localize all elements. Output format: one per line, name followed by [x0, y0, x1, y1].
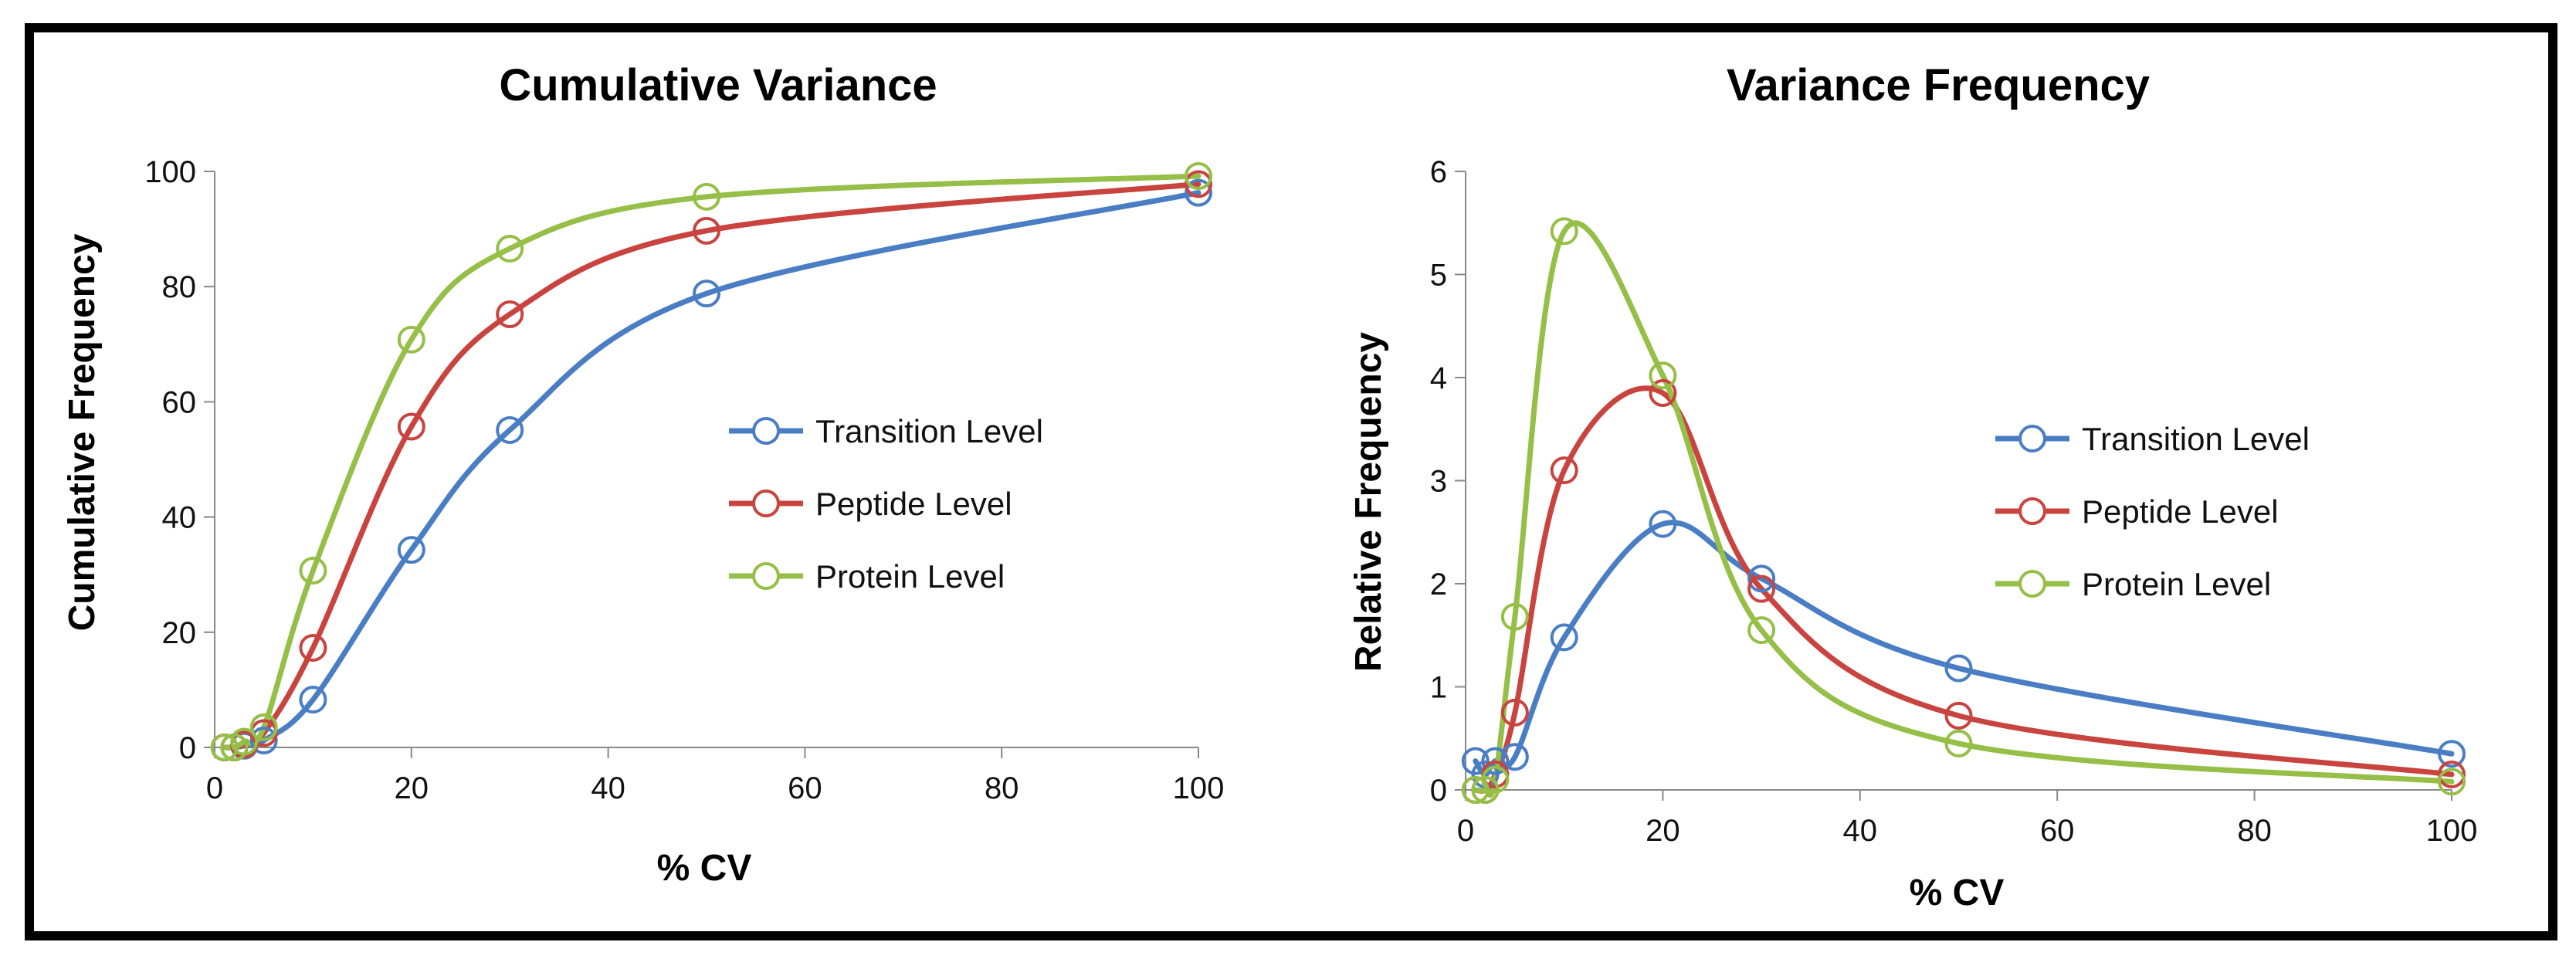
data-point [1481, 765, 1510, 794]
x-tick-label: 0 [206, 771, 223, 805]
legend: Transition Level Peptide Level Protein Lev… [1995, 421, 2310, 602]
series-line-transition-level [222, 190, 1202, 751]
legend-marker [752, 417, 780, 445]
data-point [693, 280, 720, 308]
legend-label: Peptide Level [815, 486, 1012, 522]
x-tick-label: 40 [1843, 814, 1878, 848]
data-point [299, 686, 327, 714]
data-point [1185, 170, 1212, 198]
y-tick-label: 20 [162, 616, 197, 650]
y-tick-label: 0 [179, 731, 196, 765]
x-tick-label: 20 [1646, 814, 1680, 848]
legend-marker [2018, 497, 2046, 525]
legend-label: Transition Level [815, 413, 1043, 449]
y-tick-label: 80 [162, 270, 197, 304]
x-axis-label: % CV [657, 848, 752, 889]
data-point [1550, 217, 1578, 246]
data-point [1649, 361, 1677, 390]
y-axis-label: Relative Frequency [1348, 332, 1389, 672]
data-point [299, 633, 327, 662]
y-axis-label: Cumulative Frequency [62, 233, 103, 631]
series-line-transition-level [1473, 520, 2455, 778]
data-point [1944, 701, 1973, 730]
chart-title: Variance Frequency [1727, 60, 2150, 110]
data-point [1550, 623, 1578, 652]
data-point [397, 412, 425, 441]
data-point [1500, 602, 1529, 631]
y-tick-label: 5 [1430, 259, 1447, 293]
x-tick-label: 60 [788, 771, 822, 805]
x-tick-label: 20 [395, 771, 429, 805]
data-point [1944, 729, 1973, 757]
data-point [1550, 456, 1578, 485]
data-point [1185, 161, 1212, 190]
data-point [1944, 654, 1973, 683]
legend-label: Peptide Level [2082, 493, 2279, 530]
data-point [2438, 740, 2466, 768]
legend-label: Transition Level [2082, 421, 2310, 457]
data-point [210, 734, 239, 761]
y-tick-label: 4 [1430, 361, 1447, 395]
cumulative-variance-chart: Cumulative Variance Cumulative Frequency… [62, 60, 1224, 889]
x-tick-label: 80 [2237, 814, 2272, 848]
data-point [1747, 574, 1776, 603]
x-axis-label: % CV [1910, 873, 2005, 913]
data-point [397, 536, 425, 564]
data-point [2438, 760, 2466, 788]
legend-marker [2018, 570, 2046, 598]
x-tick-label: 100 [1173, 771, 1225, 805]
y-tick-label: 40 [162, 501, 197, 535]
data-point [693, 182, 720, 211]
legend-label: Protein Level [2082, 566, 2271, 602]
figure-frame [25, 23, 2557, 940]
y-tick-label: 6 [1430, 155, 1447, 189]
data-point [496, 234, 524, 263]
data-point [1185, 178, 1212, 207]
data-point [496, 415, 524, 444]
legend-marker [752, 490, 780, 517]
data-point [1747, 616, 1776, 645]
data-point [1500, 698, 1529, 727]
x-tick-label: 40 [591, 771, 625, 805]
series-line-protein-level [222, 173, 1202, 751]
x-tick-label: 60 [2040, 814, 2075, 848]
y-tick-label: 3 [1430, 465, 1447, 499]
data-point [1481, 747, 1510, 775]
series-line-protein-level [1473, 220, 2455, 798]
data-point [1747, 564, 1776, 593]
data-point [1500, 743, 1529, 771]
legend-marker [752, 562, 780, 590]
y-tick-label: 2 [1430, 568, 1447, 601]
data-point [230, 727, 259, 756]
variance-frequency-chart: Variance Frequency Relative Frequency % … [1348, 60, 2477, 913]
data-point [1471, 776, 1500, 804]
data-point [1649, 510, 1677, 538]
data-point [1649, 379, 1677, 408]
x-tick-label: 0 [1457, 814, 1474, 848]
y-tick-label: 100 [144, 155, 196, 189]
data-point [693, 216, 720, 245]
data-point [496, 300, 524, 329]
chart-title: Cumulative Variance [499, 60, 937, 110]
legend: Transition Level Peptide Level Protein Lev… [729, 413, 1043, 595]
x-tick-label: 100 [2426, 814, 2478, 848]
data-point [249, 713, 278, 741]
y-tick-label: 1 [1430, 671, 1447, 705]
data-point [249, 727, 278, 755]
y-tick-label: 0 [1430, 774, 1447, 808]
data-point [299, 556, 327, 585]
legend-label: Protein Level [815, 558, 1005, 595]
data-point [2438, 768, 2466, 796]
data-point [397, 325, 425, 354]
y-tick-label: 60 [162, 385, 197, 419]
legend-marker [2018, 425, 2046, 452]
x-tick-label: 80 [985, 771, 1019, 805]
series-line-peptide-level [222, 181, 1202, 751]
